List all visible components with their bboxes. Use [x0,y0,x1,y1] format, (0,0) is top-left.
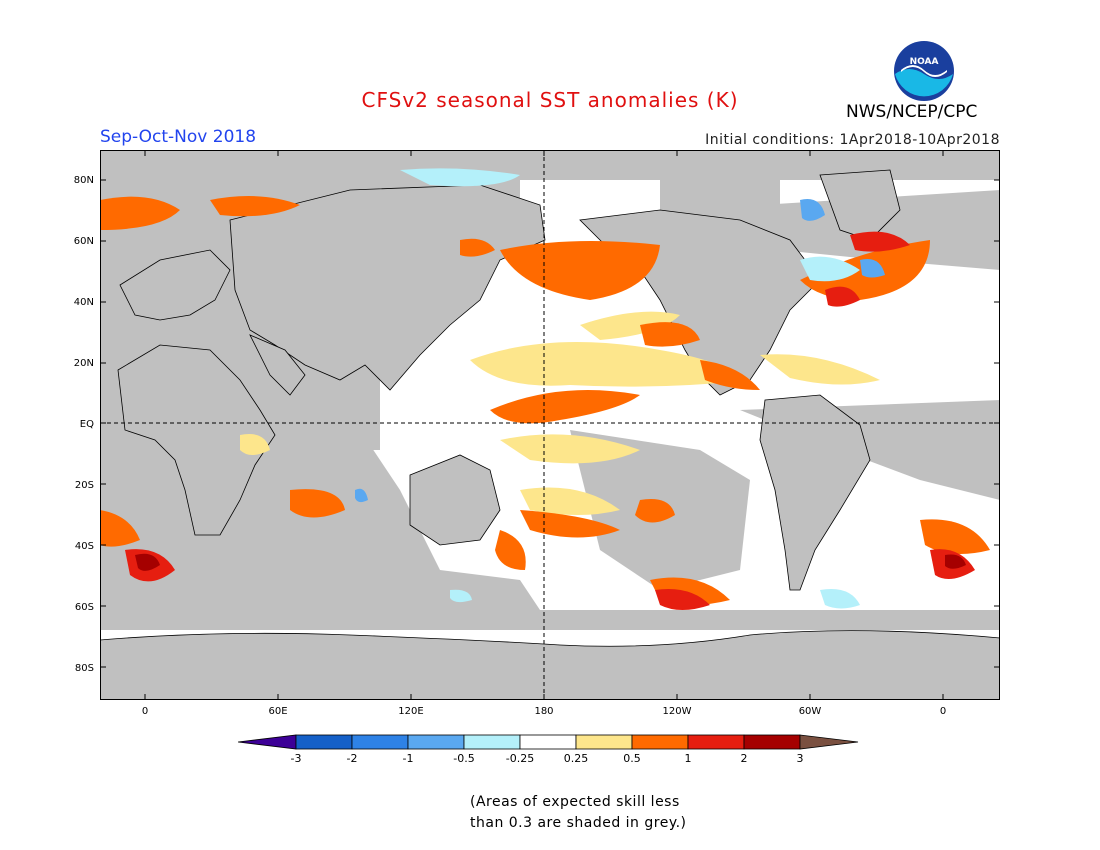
colorbar [238,734,859,750]
season-label: Sep-Oct-Nov 2018 [100,127,257,147]
lon-label-60e: 60E [268,706,288,717]
lat-label-40n: 40N [73,297,94,308]
colorbar-arrow-low [238,734,297,750]
colorbar-box [463,734,521,750]
cool-anomaly-regions [355,168,885,609]
lat-label-20n: 20N [73,358,94,369]
map-frame [100,150,1000,700]
colorbar-tick-label: -0.5 [453,752,475,765]
lat-label-20s: 20S [74,480,94,491]
lon-label-120e: 120E [398,706,424,717]
map-title: CFSv2 seasonal SST anomalies (K) [361,88,739,112]
colorbar-tick-label: 3 [796,752,804,765]
lat-label-60n: 60N [73,236,94,247]
lon-label-0-east: 0 [939,706,947,717]
lat-label-80s: 80S [74,663,94,674]
colorbar-arrow-high [799,734,859,750]
colorbar-tick-label: -1 [402,752,414,765]
skill-footnote-line1: (Areas of expected skill less [470,794,680,810]
lon-label-60w: 60W [798,706,822,717]
lon-label-120w: 120W [662,706,692,717]
lat-label-60s: 60S [74,602,94,613]
colorbar-box [575,734,633,750]
lat-label-eq: EQ [79,419,94,430]
colorbar-tick-label: 0.5 [623,752,641,765]
noaa-logo: NOAA [894,41,954,101]
agency-label: NWS/NCEP/CPC [846,102,978,122]
lat-label-40s: 40S [74,541,94,552]
lat-label-80n: 80N [73,175,94,186]
colorbar-box [295,734,353,750]
lon-label-0-west: 0 [141,706,149,717]
skill-footnote-line2: than 0.3 are shaded in grey.) [470,815,687,831]
lon-label-180: 180 [534,706,554,717]
colorbar-tick-label: 1 [684,752,692,765]
colorbar-box [519,734,577,750]
colorbar-box [743,734,801,750]
colorbar-tick-label: -0.25 [505,752,535,765]
noaa-logo-text: NOAA [910,57,939,67]
colorbar-box [687,734,745,750]
sst-anomaly-map [100,150,1000,700]
colorbar-box [631,734,689,750]
skill-footnote: (Areas of expected skill less than 0.3 a… [470,792,750,834]
initial-conditions-label: Initial conditions: 1Apr2018-10Apr2018 [705,132,1000,148]
colorbar-tick-label: 0.25 [563,752,589,765]
map-tick-marks [100,150,1000,700]
colorbar-box [351,734,409,750]
colorbar-tick-label: -2 [346,752,358,765]
colorbar-box [407,734,465,750]
colorbar-tick-label: -3 [290,752,302,765]
colorbar-tick-label: 2 [740,752,748,765]
